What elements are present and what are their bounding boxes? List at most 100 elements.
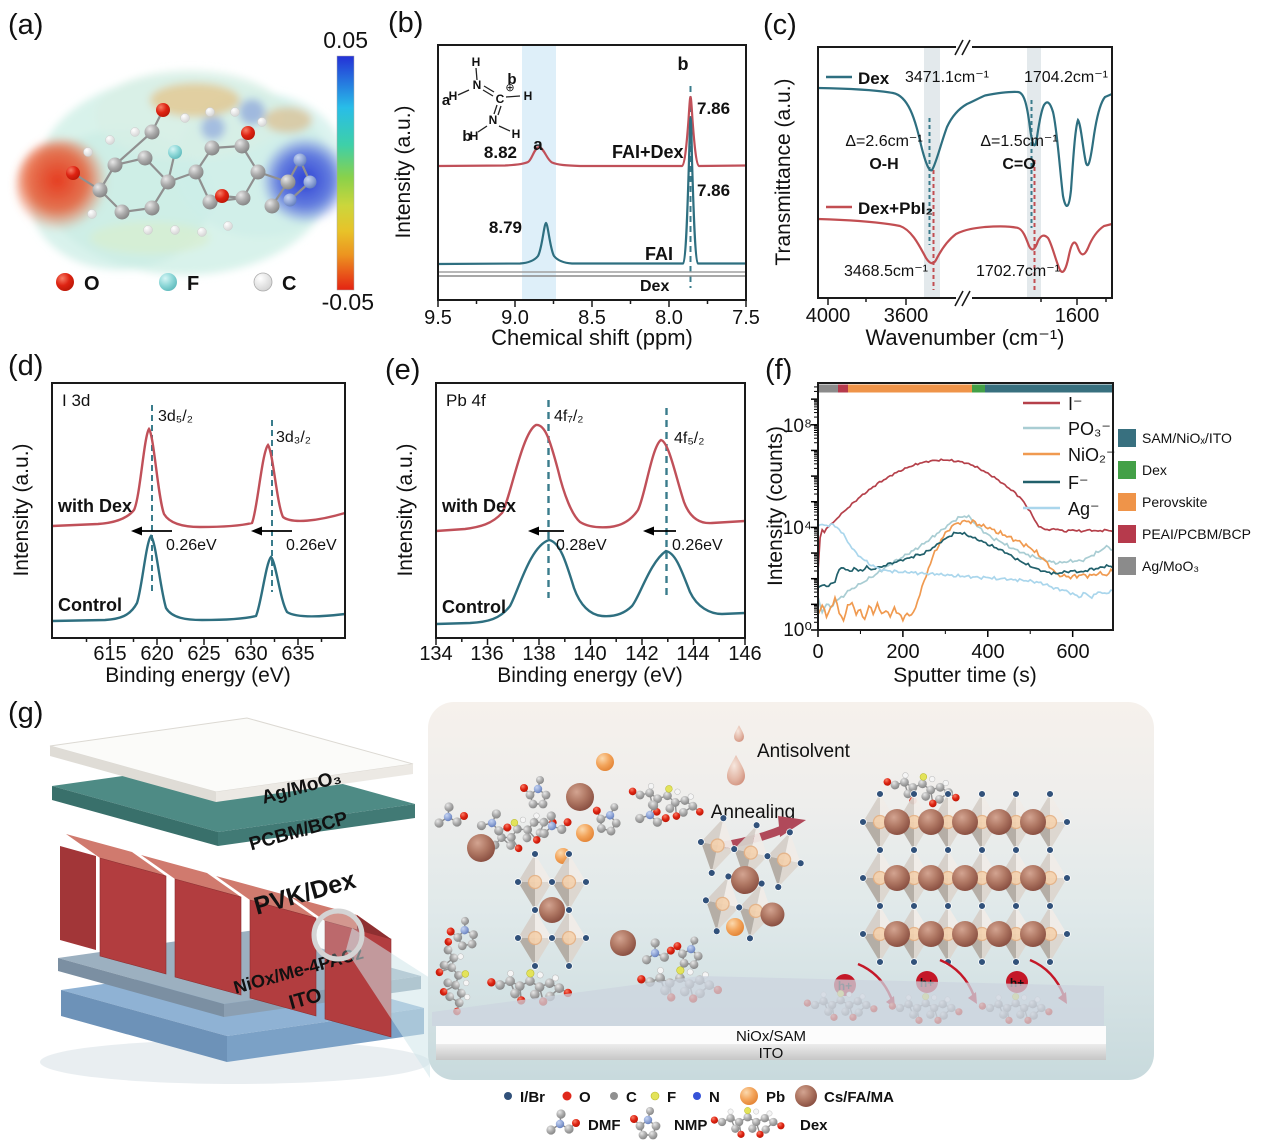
- nmr-inset-structure: H H N C ⊕ H N H H a b b: [442, 55, 533, 145]
- ftir-xtick-0: 4000: [806, 305, 851, 327]
- xps-pb4f-peak2: 4f₅/₂: [674, 430, 704, 447]
- antisolvent-label: Antisolvent: [757, 741, 851, 762]
- ftir-ann-1702: 1702.7cm⁻¹: [976, 263, 1060, 280]
- sims-depth-bar: [818, 384, 1113, 393]
- inset-n2: N: [489, 113, 498, 127]
- legend-f: F: [667, 1089, 676, 1106]
- a-site-cation: [467, 834, 495, 862]
- xps-i3d-xtick-4: 635: [281, 643, 314, 665]
- ftir-ann-delta-oh: Δ=2.6cm⁻¹: [845, 133, 922, 150]
- nmr-mark-a: a: [533, 135, 543, 154]
- substrate-niox-sam: NiOx/SAM: [736, 1028, 806, 1045]
- atom-legend: O F C: [56, 272, 296, 295]
- sims-xtick-2: 400: [971, 641, 1004, 663]
- sims-layer-legend: SAM/NiOₓ/ITO Dex Perovskite PEAI/PCBM/BC…: [1118, 429, 1251, 575]
- perovskite-lattice: [859, 790, 1071, 966]
- legend-pb: Pb: [766, 1089, 785, 1106]
- annealing-label: Annealing: [711, 802, 796, 823]
- xps-pb4f-xtick-0: 134: [419, 643, 452, 665]
- legend-dex: Dex: [800, 1117, 828, 1134]
- octahedra-cluster-b: [697, 814, 805, 943]
- xps-i3d-control: [51, 534, 346, 623]
- panel-a: (a) 0.05: [8, 9, 374, 315]
- xps-pb4f-xtick-6: 146: [728, 643, 761, 665]
- layer-peai: PEAI/PCBM/BCP: [1142, 526, 1251, 542]
- ftir-legend-dex: Dex: [858, 69, 890, 88]
- inset-charge: ⊕: [505, 82, 514, 94]
- o-dot: [562, 1091, 572, 1101]
- precursor-region: [428, 753, 744, 1019]
- xps-i3d-xlabel: Binding energy (eV): [105, 664, 291, 687]
- molecule-ball-stick: [66, 103, 317, 237]
- xps-pb4f-xtick-1: 136: [470, 643, 503, 665]
- ftir-ann-3471: 3471.1cm⁻¹: [905, 69, 989, 86]
- xps-pb4f-control: [435, 538, 746, 626]
- inset-h1: H: [472, 55, 481, 69]
- xps-i3d-shift2: 0.26eV: [286, 537, 337, 554]
- xps-pb4f-control-label: Control: [442, 597, 506, 617]
- a-site-cation: [610, 930, 636, 956]
- panel-d-label: (d): [8, 350, 43, 382]
- ftir-legend-dexpbi2: Dex+PbI₂: [858, 199, 933, 218]
- pb-sphere: [740, 1087, 758, 1105]
- xps-i3d-arrow2: [251, 526, 292, 536]
- ftir-xlabel: Wavenumber (cm⁻¹): [865, 325, 1064, 350]
- xps-pb4f-withdex: [435, 423, 746, 533]
- panel-f-label: (f): [765, 354, 792, 386]
- nmr-peak-882: 8.82: [484, 143, 517, 162]
- nmr-xtick-2: 8.5: [578, 307, 606, 329]
- legend-f-label: F: [187, 273, 199, 295]
- inset-h-right: H: [524, 89, 533, 103]
- nmr-label-fai-dex: FAI+Dex: [612, 142, 684, 162]
- ftir-ann-3468: 3468.5cm⁻¹: [844, 263, 928, 280]
- xps-pb4f-ticks: [435, 638, 746, 645]
- legend-dmf: DMF: [588, 1117, 621, 1134]
- sims-ytick-0: 10⁰: [783, 620, 812, 641]
- n-dot: [693, 1092, 701, 1100]
- xps-i3d-xtick-2: 625: [187, 643, 220, 665]
- xps-i3d-xtick-1: 620: [140, 643, 173, 665]
- nmr-peak-786-mid: 7.86: [697, 181, 730, 200]
- stack-shadow: [40, 1040, 430, 1084]
- xps-i3d-shift1: 0.26eV: [166, 537, 217, 554]
- device-stack: [49, 717, 424, 1062]
- layer-agmoo3: Ag/MoO₃: [1142, 558, 1199, 574]
- nmr-ylabel: Intensity (a.u.): [392, 105, 415, 238]
- pb-ion: [596, 753, 614, 771]
- sims-legend-ag: Ag⁻: [1068, 499, 1100, 519]
- nmr-mark-b: b: [678, 54, 689, 74]
- inset-b: b: [507, 71, 516, 88]
- magnifier-circle: [311, 908, 365, 962]
- nmr-peak-786-top: 7.86: [697, 99, 730, 118]
- legend-c: C: [626, 1089, 637, 1106]
- nmr-xtick-4: 7.5: [732, 307, 760, 329]
- ibr-dot: [504, 1092, 512, 1100]
- legend-c-dot: [253, 272, 273, 292]
- ftir-ylabel: Transmittance (a.u.): [772, 78, 795, 265]
- xps-i3d-withdex-label: with Dex: [57, 496, 132, 516]
- legend-n: N: [709, 1089, 720, 1106]
- panel-g: (g) Ag/MoO₃ PCBM/BCP PVK/Dex NiOx/Me-4PA…: [8, 697, 1154, 1141]
- sims-ytick-8: 10⁸: [783, 416, 812, 437]
- xps-pb4f-xtick-3: 140: [573, 643, 606, 665]
- sims-legend-nio2: NiO₂⁻: [1068, 445, 1116, 465]
- colorbar-max: 0.05: [323, 27, 368, 53]
- sims-series-legend: I⁻ PO₃⁻ NiO₂⁻ F⁻ Ag⁻: [1023, 394, 1116, 519]
- panel-e-label: (e): [385, 354, 420, 386]
- panel-a-label: (a): [8, 9, 43, 41]
- ftir-trace-dex: [817, 86, 1113, 207]
- carbon-atoms: [92, 124, 296, 220]
- ftir-axis-break: [954, 39, 972, 307]
- pb-ion: [576, 824, 594, 842]
- sims-plot-border: [817, 382, 1114, 631]
- c-dot: [610, 1092, 618, 1100]
- xps-i3d-control-label: Control: [58, 595, 122, 615]
- layer-dex: Dex: [1142, 462, 1167, 478]
- panel-b: (b) H H N C ⊕ H N H H a b b 8.82 a FAI+D…: [388, 7, 760, 350]
- xps-pb4f-ylabel: Intensity (a.u.): [394, 443, 417, 576]
- panel-b-label: (b): [388, 7, 423, 39]
- xps-i3d-xtick-3: 630: [234, 643, 267, 665]
- inset-n1: N: [473, 78, 482, 92]
- xps-pb4f-xtick-2: 138: [522, 643, 555, 665]
